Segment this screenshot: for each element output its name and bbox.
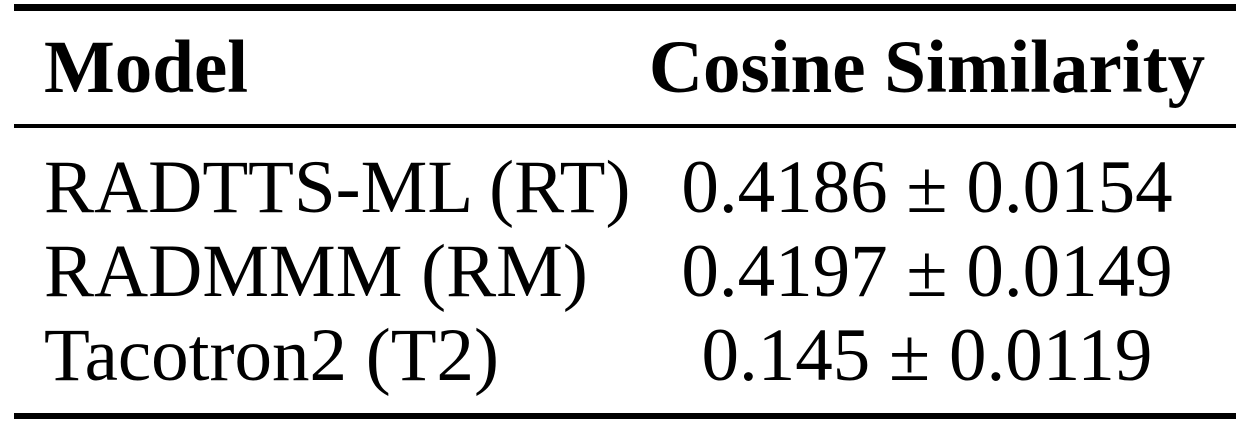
model-cell-tacotron2: Tacotron2 (T2) bbox=[44, 314, 499, 397]
table-bottom-rule bbox=[14, 413, 1236, 419]
table-top-rule bbox=[14, 4, 1236, 11]
column-header-model: Model bbox=[44, 26, 249, 109]
table-row: RADMMM (RM) 0.4197 ± 0.0149 bbox=[0, 230, 1252, 314]
column-header-cosine-similarity: Cosine Similarity bbox=[648, 26, 1206, 109]
cosine-similarity-cell-tacotron2: 0.145 ± 0.0119 bbox=[701, 314, 1153, 397]
model-cell-radmmm: RADMMM (RM) bbox=[44, 230, 588, 313]
table-mid-rule bbox=[14, 124, 1236, 128]
cosine-similarity-cell-radtts-ml: 0.4186 ± 0.0154 bbox=[681, 146, 1173, 229]
table-row: Tacotron2 (T2) 0.145 ± 0.0119 bbox=[0, 314, 1252, 398]
cosine-similarity-cell-radmmm: 0.4197 ± 0.0149 bbox=[681, 230, 1173, 313]
model-cell-radtts-ml: RADTTS-ML (RT) bbox=[44, 146, 631, 229]
table-row: RADTTS-ML (RT) 0.4186 ± 0.0154 bbox=[0, 146, 1252, 230]
table-header-row: Model Cosine Similarity bbox=[0, 26, 1252, 110]
